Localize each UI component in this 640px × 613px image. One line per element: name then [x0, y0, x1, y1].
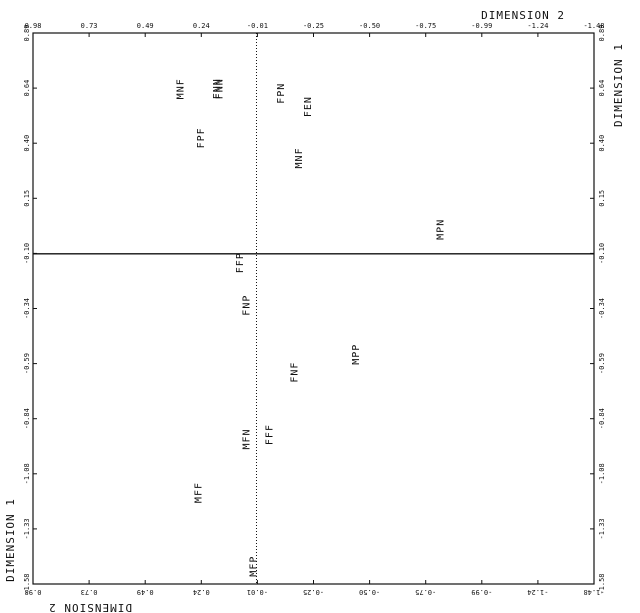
bottom-tick-label: 0.49	[137, 588, 154, 596]
point-label-mff: MFF	[194, 482, 205, 503]
right-tick-label: 0.40	[598, 135, 606, 152]
left-tick-label: -0.84	[23, 408, 31, 429]
right-tick-label: 0.64	[598, 80, 606, 97]
bottom-tick-label: -1.24	[527, 588, 548, 596]
point-label-mpn: MPN	[435, 219, 446, 240]
bottom-tick-label: -0.50	[359, 588, 380, 596]
bottom-axis-title: DIMENSION 2	[48, 601, 132, 613]
right-axis-title: DIMENSION 1	[612, 43, 625, 127]
left-tick-label: -1.58	[23, 573, 31, 594]
top-tick-label: -0.50	[359, 22, 380, 30]
right-tick-label: -0.59	[598, 353, 606, 374]
right-tick-label: 0.15	[598, 190, 606, 207]
bottom-tick-label: -0.99	[471, 588, 492, 596]
top-axis-title: DIMENSION 2	[481, 9, 565, 22]
bottom-tick-label: 0.73	[81, 588, 98, 596]
point-label-fff: FFF	[264, 424, 275, 445]
point-label-ffp: FFP	[235, 252, 246, 273]
top-tick-label: -0.01	[247, 22, 268, 30]
right-tick-label: 0.89	[598, 25, 606, 42]
point-label-fnf: FNF	[290, 362, 301, 383]
point-label-fnp: FNP	[242, 295, 253, 316]
left-tick-label: 0.89	[23, 25, 31, 42]
left-tick-label: -0.10	[23, 243, 31, 264]
point-label-fen: FEN	[303, 96, 314, 117]
top-tick-label: -0.99	[471, 22, 492, 30]
left-tick-label: 0.40	[23, 135, 31, 152]
bottom-tick-label: -0.25	[303, 588, 324, 596]
point-label-mfp: MFP	[248, 556, 259, 577]
left-tick-label: -0.59	[23, 353, 31, 374]
top-tick-label: -0.75	[415, 22, 436, 30]
right-tick-label: -1.08	[598, 463, 606, 484]
point-label-fpf: FPF	[196, 127, 207, 148]
left-axis-title: DIMENSION 1	[4, 498, 17, 582]
left-tick-label: 0.64	[23, 80, 31, 97]
right-tick-label: -0.84	[598, 408, 606, 429]
bottom-tick-label: -0.75	[415, 588, 436, 596]
top-tick-label: 0.24	[193, 22, 210, 30]
point-label-mpp: MPP	[351, 344, 362, 365]
right-tick-label: -1.58	[598, 573, 606, 594]
top-tick-label: -0.25	[303, 22, 324, 30]
bottom-tick-label: -0.01	[247, 588, 268, 596]
point-label-mnf: MNF	[294, 147, 305, 168]
right-tick-label: -1.33	[598, 518, 606, 539]
point-label-fnn: FNN	[214, 78, 225, 99]
top-tick-label: 0.73	[81, 22, 98, 30]
top-tick-label: 0.49	[137, 22, 154, 30]
left-tick-label: -0.34	[23, 298, 31, 319]
right-tick-label: -0.10	[598, 243, 606, 264]
left-tick-label: -1.08	[23, 463, 31, 484]
bottom-tick-label: 0.24	[193, 588, 210, 596]
point-label-fpn: FPN	[276, 83, 287, 104]
left-tick-label: 0.15	[23, 190, 31, 207]
right-tick-label: -0.34	[598, 298, 606, 319]
point-label-mfn: MFN	[242, 428, 253, 449]
left-tick-label: -1.33	[23, 518, 31, 539]
point-label-mnf: MNF	[176, 78, 187, 99]
top-tick-label: -1.24	[527, 22, 548, 30]
